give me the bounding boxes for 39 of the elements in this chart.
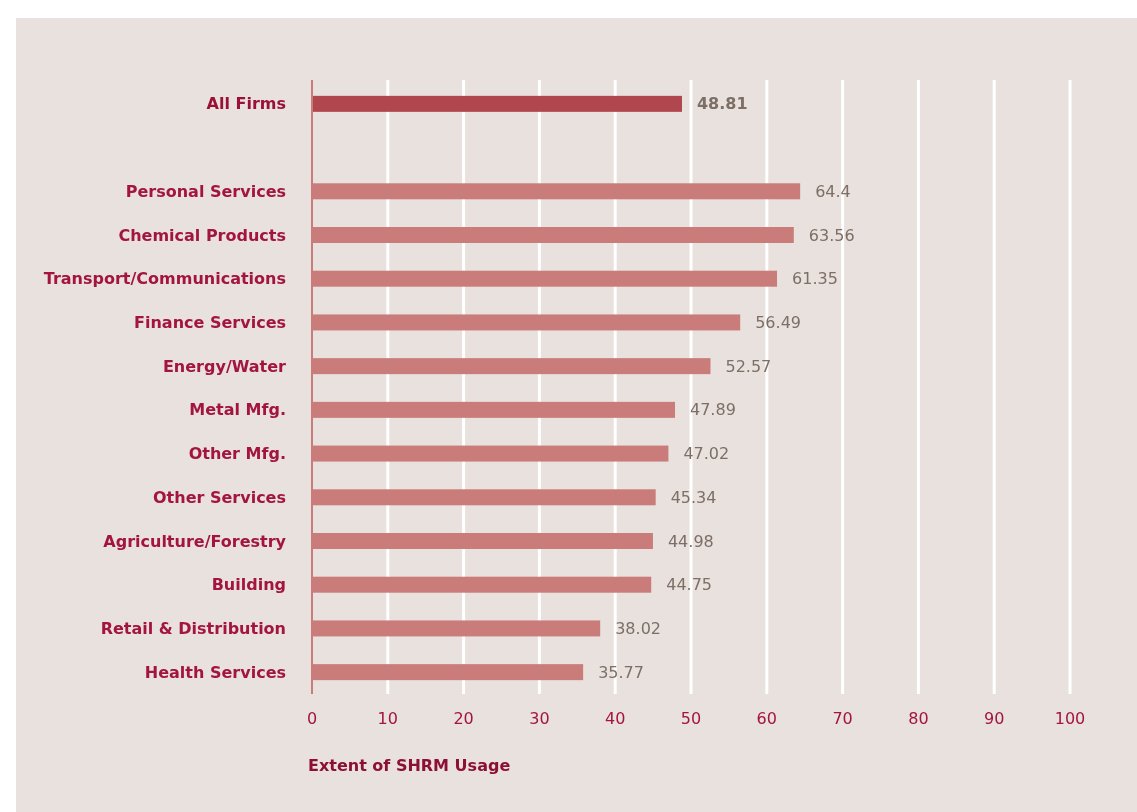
- y-tick-label: Metal Mfg.: [189, 400, 286, 420]
- data-label: 52.57: [725, 356, 772, 376]
- y-tick-label: Building: [211, 575, 286, 595]
- data-label: 56.49: [755, 313, 802, 333]
- x-axis-title: Extent of SHRM Usage: [308, 755, 511, 775]
- data-label: 63.56: [808, 225, 855, 245]
- y-tick-label: Personal Services: [125, 181, 286, 201]
- data-label: 64.4: [815, 181, 851, 201]
- x-tick-label: 40: [605, 708, 626, 728]
- y-tick-label: Chemical Products: [118, 225, 286, 245]
- y-tick-label: Agriculture/Forestry: [103, 531, 287, 551]
- data-label: 48.81: [696, 94, 748, 114]
- data-label: 44.75: [666, 575, 713, 595]
- y-tick-label: Retail & Distribution: [100, 619, 286, 639]
- x-tick-label: 60: [756, 708, 777, 728]
- data-label: 47.89: [690, 400, 736, 420]
- x-tick-label: 0: [306, 708, 318, 728]
- x-tick-label: 70: [832, 708, 853, 728]
- data-label: 38.02: [615, 619, 661, 639]
- data-label: 35.77: [598, 662, 644, 682]
- data-label: 45.34: [670, 487, 717, 507]
- y-tick-label: Transport/Communications: [43, 269, 286, 289]
- x-tick-label: 100: [1054, 708, 1086, 728]
- y-tick-label: Energy/Water: [162, 356, 287, 376]
- y-tick-label: Other Mfg.: [188, 444, 286, 464]
- y-tick-label: All Firms: [206, 94, 286, 114]
- x-tick-label: 10: [377, 708, 398, 728]
- x-tick-label: 30: [529, 708, 550, 728]
- y-tick-label: Finance Services: [134, 313, 286, 333]
- x-tick-label: 90: [984, 708, 1005, 728]
- y-tick-label: Health Services: [144, 662, 286, 682]
- data-label: 61.35: [792, 269, 838, 289]
- x-tick-label: 80: [908, 708, 929, 728]
- y-tick-label: Other Services: [153, 487, 286, 507]
- x-tick-label: 20: [453, 708, 474, 728]
- bar: [312, 95, 682, 112]
- data-label: 47.02: [683, 444, 730, 464]
- data-label: 44.98: [667, 531, 714, 551]
- x-tick-label: 50: [680, 708, 702, 728]
